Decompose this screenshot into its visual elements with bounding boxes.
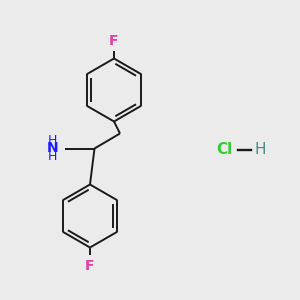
Text: H: H (255, 142, 266, 158)
Text: F: F (109, 34, 119, 48)
Text: H: H (48, 150, 57, 164)
Text: F: F (85, 259, 95, 273)
Text: H: H (48, 134, 57, 147)
Text: N: N (47, 142, 58, 155)
Text: Cl: Cl (216, 142, 232, 158)
